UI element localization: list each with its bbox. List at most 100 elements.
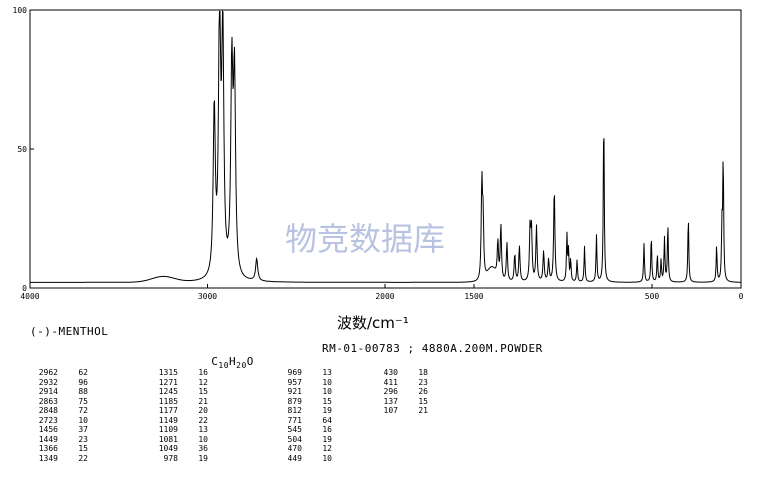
peak-intensity: 16 <box>198 368 208 377</box>
x-axis-title: 波数/cm⁻¹ <box>337 314 409 332</box>
formula-o: O <box>246 355 254 368</box>
peak-table-row: 430 18 <box>368 368 428 378</box>
peak-wavenumber: 1271 <box>158 377 178 387</box>
peak-table-row: 1366 15 <box>28 444 88 454</box>
y-tick-label: 100 <box>13 6 28 15</box>
peak-intensity: 21 <box>198 396 208 406</box>
peak-wavenumber: 771 <box>287 415 302 425</box>
y-axis: 0 50 100 <box>13 6 34 293</box>
peak-table-row: 2848 72 <box>28 406 88 416</box>
peak-table-column: 2962 62 2932 96 2914 88 2863 75 2848 72 2723 10 1456… <box>28 368 88 463</box>
peak-table-row: 1245 15 <box>148 387 208 397</box>
peak-table-row: 504 19 <box>272 435 332 445</box>
peak-table-row: 1185 21 <box>148 397 208 407</box>
peak-intensity: 22 <box>198 415 208 425</box>
peak-wavenumber: 504 <box>287 434 302 444</box>
x-axis: 4000 3000 2000 1500 500 0 <box>20 284 744 301</box>
peak-intensity: 12 <box>322 444 332 453</box>
peak-intensity: 23 <box>78 434 88 444</box>
peak-wavenumber: 1109 <box>158 425 178 434</box>
peak-wavenumber: 1081 <box>158 434 178 444</box>
peak-wavenumber: 1366 <box>38 444 58 453</box>
peak-intensity: 37 <box>78 425 88 434</box>
peak-intensity: 12 <box>198 377 208 387</box>
peak-intensity: 13 <box>322 368 332 377</box>
peak-intensity: 75 <box>78 396 88 406</box>
peak-intensity: 62 <box>78 368 88 377</box>
peak-intensity: 64 <box>322 415 332 425</box>
peak-intensity: 16 <box>322 425 332 434</box>
peak-table-row: 1271 12 <box>148 378 208 388</box>
peak-table-row: 2723 10 <box>28 416 88 426</box>
peak-intensity: 10 <box>78 415 88 425</box>
peak-table-row: 545 16 <box>272 425 332 435</box>
formula-h: H <box>229 355 237 368</box>
y-tick-label: 0 <box>22 284 27 293</box>
peak-table-row: 1349 22 <box>28 454 88 464</box>
peak-wavenumber: 978 <box>163 453 178 463</box>
peak-intensity: 10 <box>198 434 208 444</box>
x-tick-label: 1500 <box>464 292 483 301</box>
peak-wavenumber: 1177 <box>158 406 178 415</box>
peak-table-row: 137 15 <box>368 397 428 407</box>
peak-wavenumber: 2914 <box>38 387 58 396</box>
peak-intensity: 15 <box>78 444 88 453</box>
peak-table-row: 2962 62 <box>28 368 88 378</box>
peak-wavenumber: 812 <box>287 406 302 415</box>
peak-intensity: 15 <box>198 387 208 396</box>
peak-table-row: 771 64 <box>272 416 332 426</box>
formula-h-count: 20 <box>236 361 247 370</box>
x-tick-label: 0 <box>739 292 744 301</box>
formula-c-count: 10 <box>218 361 230 370</box>
peak-table-row: 296 26 <box>368 387 428 397</box>
peak-intensity: 36 <box>198 444 208 453</box>
spectrum-line <box>30 10 741 283</box>
peak-table-row: 921 10 <box>272 387 332 397</box>
peak-wavenumber: 137 <box>383 396 398 406</box>
peak-wavenumber: 2848 <box>38 406 58 415</box>
peak-table-column: 430 18 411 23 296 26 137 15 107 21 <box>368 368 428 416</box>
peak-wavenumber: 969 <box>287 368 302 377</box>
y-tick-label: 50 <box>17 145 27 154</box>
peak-intensity: 10 <box>322 453 332 463</box>
peak-wavenumber: 296 <box>383 387 398 396</box>
peak-wavenumber: 2962 <box>38 368 58 377</box>
ir-spectrum-chart: 物竞数据库 0 50 100 4000 3000 2000 1500 500 0 波数/cm⁻… <box>13 6 744 332</box>
peak-intensity: 10 <box>322 377 332 387</box>
peak-wavenumber: 921 <box>287 387 302 396</box>
peak-intensity: 19 <box>198 453 208 463</box>
peak-table-row: 449 10 <box>272 454 332 464</box>
peak-wavenumber: 2863 <box>38 396 58 406</box>
peak-table-row: 1177 20 <box>148 406 208 416</box>
peak-intensity: 15 <box>322 396 332 406</box>
peak-table-row: 1109 13 <box>148 425 208 435</box>
x-tick-label: 2000 <box>375 292 394 301</box>
x-tick-label: 4000 <box>20 292 39 301</box>
peak-intensity: 20 <box>198 406 208 415</box>
peak-wavenumber: 1049 <box>158 444 178 453</box>
peak-intensity: 21 <box>418 406 428 415</box>
peak-wavenumber: 2932 <box>38 377 58 387</box>
peak-intensity: 72 <box>78 406 88 415</box>
formula-c: C <box>211 355 219 368</box>
record-info: RM-01-00783 ; 4880A.200M.POWDER <box>322 342 543 355</box>
peak-table-row: 812 19 <box>272 406 332 416</box>
peak-table-row: 1449 23 <box>28 435 88 445</box>
peak-intensity: 23 <box>418 377 428 387</box>
peak-table-row: 1315 16 <box>148 368 208 378</box>
peak-intensity: 13 <box>198 425 208 434</box>
peak-wavenumber: 2723 <box>38 415 58 425</box>
peak-intensity: 19 <box>322 406 332 415</box>
peak-wavenumber: 1449 <box>38 434 58 444</box>
peak-wavenumber: 879 <box>287 396 302 406</box>
peak-wavenumber: 411 <box>383 377 398 387</box>
peak-wavenumber: 1149 <box>158 415 178 425</box>
molecular-formula: C10H20O <box>197 342 254 370</box>
peak-table-row: 2863 75 <box>28 397 88 407</box>
peak-wavenumber: 470 <box>287 444 302 453</box>
peak-table-column: 1315 16 1271 12 1245 15 1185 21 1177 20 1149 22 1109… <box>148 368 208 463</box>
peak-wavenumber: 107 <box>383 406 398 415</box>
peak-table-row: 957 10 <box>272 378 332 388</box>
peak-wavenumber: 1349 <box>38 453 58 463</box>
peak-intensity: 88 <box>78 387 88 396</box>
